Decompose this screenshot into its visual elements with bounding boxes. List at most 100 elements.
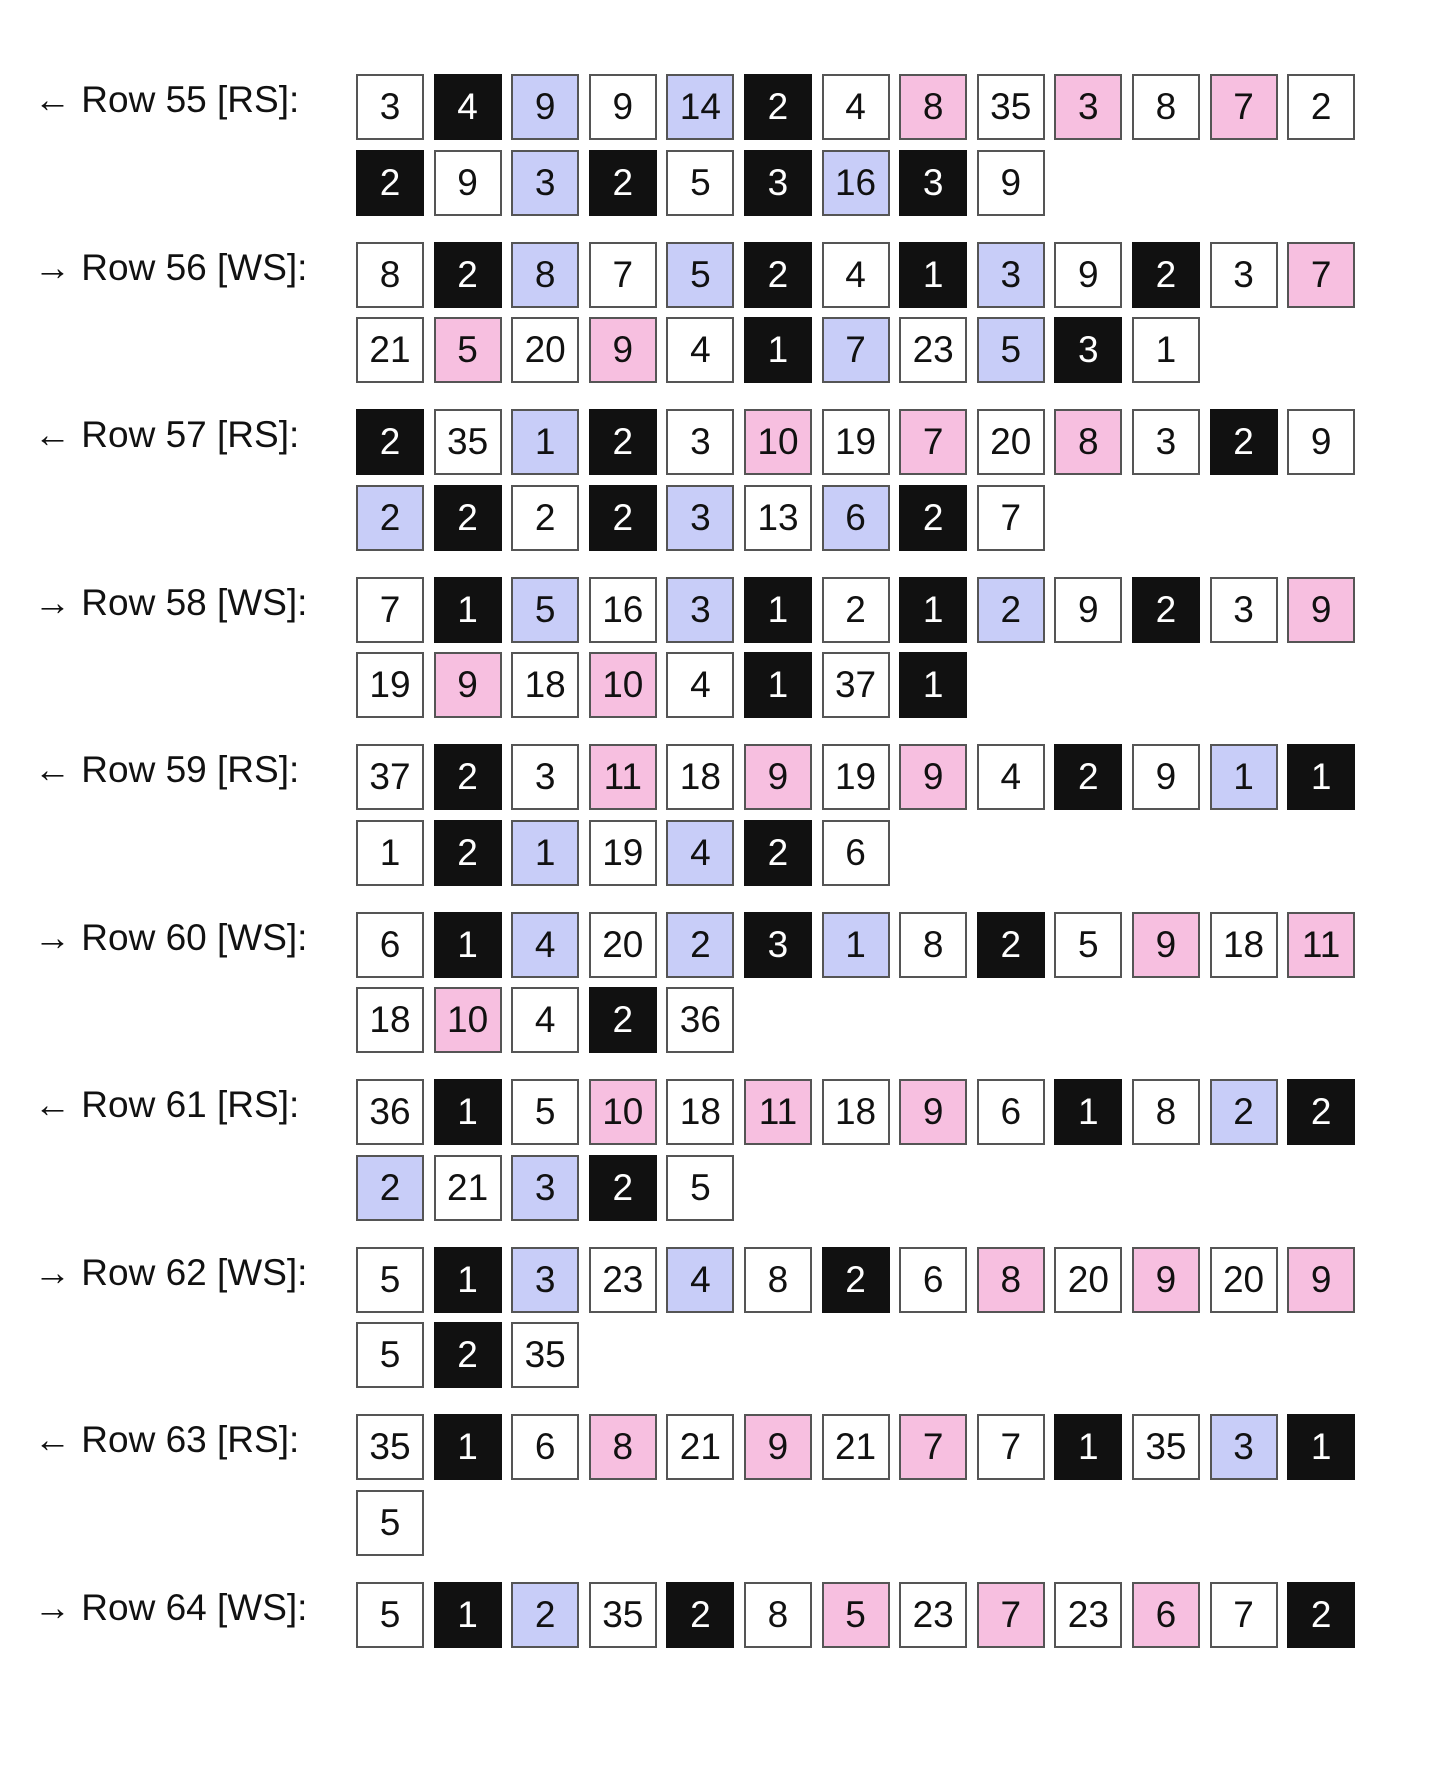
cell-line: 19 9 18 10 4 1 37 1 xyxy=(356,652,977,720)
stitch-cell-blue: 2 xyxy=(511,1581,580,1648)
stitch-cell-blue: 1 xyxy=(1209,744,1278,810)
cell-line: 36 1 5 10 18 11 18 9 6 1 8 2 2 xyxy=(356,1079,1365,1147)
cell-line: 5 2 35 xyxy=(356,1322,589,1390)
stitch-cell-white: 8 xyxy=(1131,1079,1200,1145)
stitch-cell-pink: 3 xyxy=(1054,74,1123,140)
row-label: ← Row 55 [RS]: xyxy=(34,79,300,120)
stitch-cell-black: 2 xyxy=(433,819,502,886)
stitch-cell-white: 18 xyxy=(666,1079,735,1145)
stitch-cell-black: 3 xyxy=(899,149,968,216)
stitch-cell-black: 1 xyxy=(1054,1414,1123,1480)
cell-line: 1 2 1 19 4 2 6 xyxy=(356,819,899,888)
stitch-cell-black: 1 xyxy=(1054,1079,1123,1145)
stitch-cell-white: 19 xyxy=(821,409,890,475)
stitch-cell-white: 23 xyxy=(1054,1581,1123,1648)
stitch-cell-pink: 9 xyxy=(1287,1246,1356,1313)
stitch-cell-white: 18 xyxy=(1209,911,1278,978)
stitch-cell-white: 3 xyxy=(511,744,580,810)
stitch-cell-black: 2 xyxy=(743,819,812,886)
stitch-cell-white: 35 xyxy=(433,409,502,475)
stitch-cell-white: 35 xyxy=(976,74,1045,140)
stitch-cell-black: 2 xyxy=(588,409,657,475)
stitch-cell-white: 2 xyxy=(821,576,890,643)
stitch-cell-black: 2 xyxy=(899,484,968,551)
stitch-cell-pink: 7 xyxy=(899,409,968,475)
stitch-cell-blue: 2 xyxy=(356,1154,424,1221)
stitch-cell-white: 35 xyxy=(356,1414,424,1480)
stitch-cell-blue: 5 xyxy=(666,241,735,308)
stitch-cell-white: 20 xyxy=(1209,1246,1278,1313)
stitch-cell-blue: 14 xyxy=(666,74,735,140)
stitch-cell-pink: 7 xyxy=(976,1581,1045,1648)
stitch-cell-blue: 3 xyxy=(666,484,735,551)
stitch-cell-blue: 3 xyxy=(511,1246,580,1313)
stitch-cell-pink: 5 xyxy=(433,317,502,384)
stitch-cell-pink: 9 xyxy=(1131,1246,1200,1313)
stitch-cell-pink: 10 xyxy=(588,1079,657,1145)
stitch-cell-white: 9 xyxy=(1054,576,1123,643)
stitch-cell-white: 6 xyxy=(821,819,890,886)
stitch-cell-white: 36 xyxy=(356,1079,424,1145)
stitch-cell-black: 1 xyxy=(433,911,502,978)
cell-line: 37 2 3 11 18 9 19 9 4 2 9 1 1 xyxy=(356,744,1365,812)
stitch-cell-black: 2 xyxy=(743,241,812,308)
stitch-cell-white: 36 xyxy=(666,987,735,1054)
stitch-cell-white: 8 xyxy=(899,911,968,978)
stitch-cell-pink: 9 xyxy=(1131,911,1200,978)
cell-line: 18 10 4 2 36 xyxy=(356,987,744,1055)
stitch-cell-white: 18 xyxy=(666,744,735,810)
stitch-cell-white: 21 xyxy=(821,1414,890,1480)
cell-line: 2 35 1 2 3 10 19 7 20 8 3 2 9 xyxy=(356,409,1365,477)
stitch-cell-white: 7 xyxy=(976,484,1045,551)
stitch-cell-black: 2 xyxy=(433,241,502,308)
stitch-cell-black: 2 xyxy=(356,149,424,216)
stitch-cell-black: 2 xyxy=(743,74,812,140)
stitch-cell-blue: 3 xyxy=(666,576,735,643)
stitch-cell-pink: 9 xyxy=(743,1414,812,1480)
stitch-cell-pink: 11 xyxy=(588,744,657,810)
stitch-cell-pink: 8 xyxy=(1054,409,1123,475)
stitch-cell-white: 21 xyxy=(666,1414,735,1480)
stitch-cell-white: 21 xyxy=(356,317,424,384)
cell-line: 6 1 4 20 2 3 1 8 2 5 9 18 11 xyxy=(356,911,1365,980)
stitch-cell-black: 3 xyxy=(743,149,812,216)
stitch-cell-pink: 10 xyxy=(433,987,502,1054)
stitch-cell-pink: 8 xyxy=(899,74,968,140)
stitch-cell-white: 37 xyxy=(356,744,424,810)
stitch-cell-blue: 4 xyxy=(511,911,580,978)
stitch-cell-blue: 2 xyxy=(1209,1079,1278,1145)
cell-line: 5 xyxy=(356,1489,434,1558)
stitch-cell-pink: 9 xyxy=(899,1079,968,1145)
stitch-cell-black: 2 xyxy=(1287,1581,1356,1648)
stitch-cell-white: 35 xyxy=(511,1322,580,1389)
stitch-cell-blue: 2 xyxy=(356,484,424,551)
stitch-cell-black: 2 xyxy=(588,149,657,216)
stitch-cell-white: 9 xyxy=(1287,409,1356,475)
stitch-cell-white: 7 xyxy=(1209,1581,1278,1648)
stitch-cell-white: 6 xyxy=(511,1414,580,1480)
cell-line: 21 5 20 9 4 1 7 23 5 3 1 xyxy=(356,317,1210,385)
stitch-cell-pink: 8 xyxy=(976,1246,1045,1313)
stitch-cell-white: 3 xyxy=(666,409,735,475)
stitch-cell-white: 1 xyxy=(356,819,424,886)
row-label: → Row 64 [WS]: xyxy=(34,1586,308,1628)
stitch-cell-black: 1 xyxy=(743,576,812,643)
stitch-cell-white: 5 xyxy=(356,1489,424,1556)
stitch-cell-white: 21 xyxy=(433,1154,502,1221)
stitch-cell-white: 20 xyxy=(1054,1246,1123,1313)
stitch-cell-black: 1 xyxy=(433,576,502,643)
stitch-cell-black: 2 xyxy=(1054,744,1123,810)
stitch-cell-black: 1 xyxy=(899,241,968,308)
stitch-cell-white: 4 xyxy=(821,74,890,140)
stitch-cell-white: 5 xyxy=(666,1154,735,1221)
stitch-cell-white: 18 xyxy=(356,987,424,1054)
stitch-cell-white: 5 xyxy=(1054,911,1123,978)
stitch-cell-white: 7 xyxy=(976,1414,1045,1480)
stitch-cell-white: 3 xyxy=(1209,241,1278,308)
stitch-cell-black: 2 xyxy=(588,1154,657,1221)
stitch-cell-pink: 9 xyxy=(588,317,657,384)
stitch-cell-black: 1 xyxy=(1287,744,1356,810)
stitch-cell-white: 5 xyxy=(356,1322,424,1389)
stitch-cell-pink: 10 xyxy=(588,652,657,719)
stitch-cell-blue: 2 xyxy=(666,911,735,978)
